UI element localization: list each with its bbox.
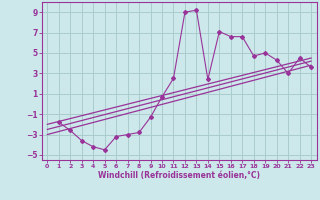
X-axis label: Windchill (Refroidissement éolien,°C): Windchill (Refroidissement éolien,°C) [98,171,260,180]
